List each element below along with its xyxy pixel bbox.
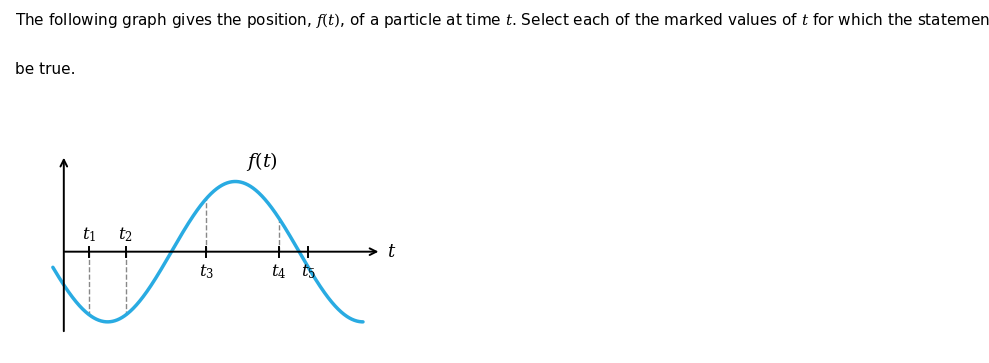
Text: $t_3$: $t_3$ bbox=[199, 262, 214, 281]
Text: $t$: $t$ bbox=[387, 243, 396, 261]
Text: $t_5$: $t_5$ bbox=[301, 262, 315, 281]
Text: $t_1$: $t_1$ bbox=[82, 226, 97, 244]
Text: $f(t)$: $f(t)$ bbox=[246, 150, 278, 173]
Text: $t_4$: $t_4$ bbox=[271, 262, 287, 281]
Text: The following graph gives the position, $f(t)$, of a particle at time $t$. Selec: The following graph gives the position, … bbox=[15, 11, 989, 30]
Text: be true.: be true. bbox=[15, 62, 75, 77]
Text: $t_2$: $t_2$ bbox=[119, 226, 134, 244]
